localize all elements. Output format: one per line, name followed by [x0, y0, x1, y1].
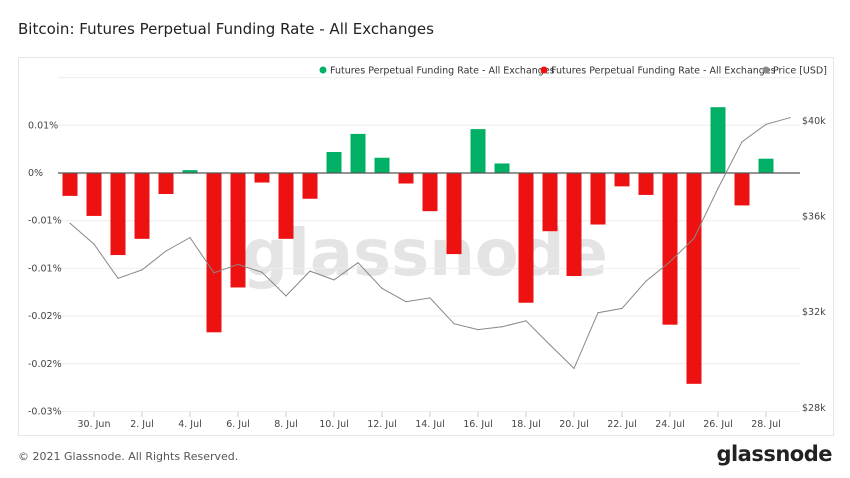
chart-frame: [18, 57, 834, 436]
price-point: [645, 280, 647, 282]
funding-bar: [326, 152, 342, 173]
price-point: [501, 326, 503, 328]
price-point: [69, 222, 71, 224]
price-point: [405, 301, 407, 303]
price-point: [717, 187, 719, 189]
funding-bar: [422, 173, 438, 212]
x-tick-label: 26. Jul: [703, 419, 733, 430]
price-point: [213, 272, 215, 274]
funding-bar: [254, 173, 270, 183]
funding-bar: [182, 170, 198, 173]
price-point: [357, 262, 359, 264]
y-right-tick-label: $40k: [802, 116, 826, 127]
y-right-tick-label: $28k: [802, 403, 826, 414]
y-left-tick-label: -0.02%: [28, 359, 62, 370]
price-point: [309, 270, 311, 272]
x-tick-label: 6. Jul: [226, 419, 250, 430]
price-point: [165, 250, 167, 252]
y-right-tick-label: $36k: [802, 212, 826, 223]
price-point: [333, 279, 335, 281]
funding-bar: [62, 173, 78, 196]
glassnode-logo[interactable]: glassnode: [716, 442, 832, 466]
funding-bar: [374, 157, 390, 173]
legend-label: Futures Perpetual Funding Rate - All Exc…: [330, 66, 555, 77]
chart-title: Bitcoin: Futures Perpetual Funding Rate …: [18, 20, 434, 38]
y-left-tick-label: -0.03%: [28, 407, 62, 418]
price-point: [381, 287, 383, 289]
legend-marker-icon: [540, 66, 548, 74]
price-point: [141, 269, 143, 271]
legend-marker-icon: [762, 66, 770, 74]
funding-bar: [494, 163, 510, 173]
price-point: [669, 261, 671, 263]
x-tick-label: 16. Jul: [463, 419, 493, 430]
funding-bar: [590, 173, 606, 225]
funding-bar: [350, 133, 366, 173]
copyright-footer: © 2021 Glassnode. All Rights Reserved.: [18, 450, 239, 463]
x-tick-label: 14. Jul: [415, 419, 445, 430]
price-point: [765, 123, 767, 125]
funding-bar: [278, 173, 294, 239]
price-point: [549, 344, 551, 346]
funding-bar: [638, 173, 654, 195]
price-point: [117, 277, 119, 279]
x-tick-label: 28. Jul: [751, 419, 781, 430]
price-point: [525, 320, 527, 322]
y-left-tick-label: 0.01%: [28, 120, 58, 131]
price-point: [621, 307, 623, 309]
x-tick-label: 30. Jun: [78, 419, 111, 430]
funding-bar: [446, 173, 462, 255]
price-point: [453, 323, 455, 325]
funding-bar: [206, 173, 222, 333]
price-point: [93, 243, 95, 245]
x-tick-label: 18. Jul: [511, 419, 541, 430]
funding-bar: [470, 129, 486, 173]
funding-bar: [518, 173, 534, 303]
funding-bar: [230, 173, 246, 288]
funding-bar: [710, 107, 726, 173]
legend-label: Price [USD]: [773, 66, 827, 77]
funding-bar: [110, 173, 126, 256]
price-point: [597, 312, 599, 314]
x-tick-label: 20. Jul: [559, 419, 589, 430]
y-right-tick-label: $32k: [802, 307, 826, 318]
legend-label: Futures Perpetual Funding Rate - All Exc…: [551, 66, 776, 77]
legend-marker-icon: [319, 66, 327, 74]
x-tick-label: 8. Jul: [274, 419, 298, 430]
funding-bar: [614, 173, 630, 187]
x-tick-label: 24. Jul: [655, 419, 685, 430]
funding-bar: [86, 173, 102, 216]
funding-bar: [758, 158, 774, 173]
x-tick-label: 10. Jul: [319, 419, 349, 430]
price-point: [429, 297, 431, 299]
price-point: [573, 367, 575, 369]
funding-bar: [686, 173, 702, 384]
price-point: [693, 237, 695, 239]
y-left-tick-label: -0.01%: [28, 263, 62, 274]
funding-bar: [134, 173, 150, 239]
funding-bar: [662, 173, 678, 325]
price-point: [741, 141, 743, 143]
price-point: [237, 263, 239, 265]
funding-bar: [566, 173, 582, 277]
y-left-tick-label: 0%: [28, 168, 43, 179]
price-point: [789, 117, 791, 119]
y-left-tick-label: -0.01%: [28, 216, 62, 227]
x-tick-label: 4. Jul: [178, 419, 202, 430]
funding-bar: [302, 173, 318, 199]
price-point: [261, 271, 263, 273]
x-tick-label: 22. Jul: [607, 419, 637, 430]
price-point: [189, 237, 191, 239]
funding-bar: [398, 173, 414, 184]
funding-bar: [542, 173, 558, 232]
price-point: [285, 295, 287, 297]
price-point: [477, 329, 479, 331]
y-left-tick-label: -0.02%: [28, 311, 62, 322]
x-tick-label: 2. Jul: [130, 419, 154, 430]
funding-bar: [158, 173, 174, 194]
funding-bar: [734, 173, 750, 206]
x-tick-label: 12. Jul: [367, 419, 397, 430]
